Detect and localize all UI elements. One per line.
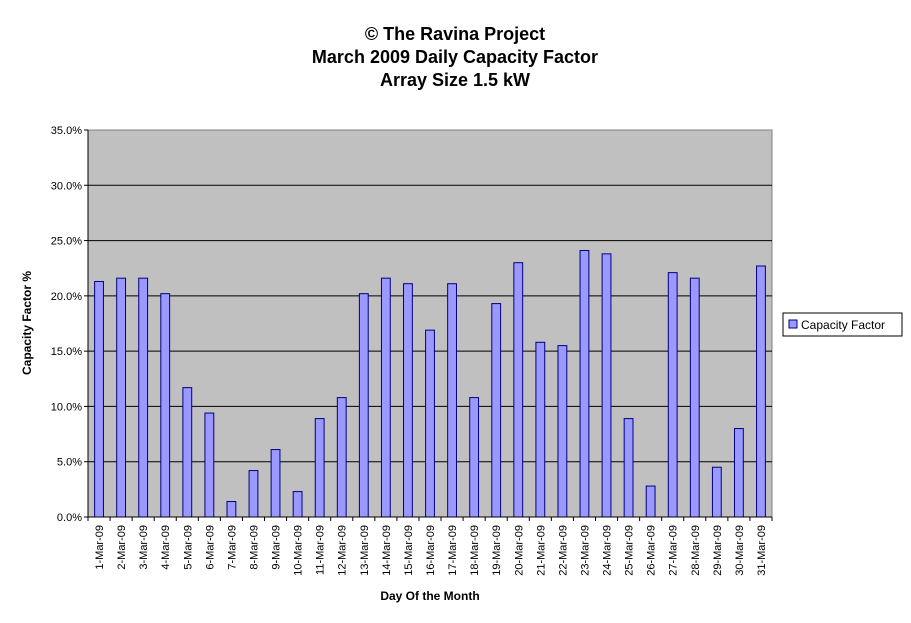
legend: Capacity Factor [782,312,903,337]
x-tick-label-22-Mar-09: 22-Mar-09 [557,525,569,576]
x-tick-label-16-Mar-09: 16-Mar-09 [425,525,437,576]
y-tick-label-0: 0.0% [57,512,82,524]
x-tick-label-18-Mar-09: 18-Mar-09 [469,525,481,576]
bar-27-Mar-09 [667,272,678,518]
bar-10-Mar-09 [292,491,303,518]
y-tick-label-7: 35.0% [51,125,82,137]
y-tick-label-4: 20.0% [51,291,82,303]
x-tick-label-2-Mar-09: 2-Mar-09 [116,525,128,570]
x-tick-label-14-Mar-09: 14-Mar-09 [381,525,393,576]
x-tick-label-25-Mar-09: 25-Mar-09 [624,525,636,576]
x-tick-label-1-Mar-09: 1-Mar-09 [94,525,106,570]
y-tick-label-3: 15.0% [51,346,82,358]
x-axis-title: Day Of the Month [380,589,479,603]
bar-24-Mar-09 [601,253,612,518]
bar-14-Mar-09 [380,277,391,518]
bar-11-Mar-09 [314,418,325,518]
x-axis-ticks: 1-Mar-09 2-Mar-09 3-Mar-09 4-Mar-09 5-Mar-09… [87,517,773,576]
bar-16-Mar-09 [425,329,435,518]
bar-18-Mar-09 [469,397,480,518]
x-tick-label-21-Mar-09: 21-Mar-09 [535,525,547,576]
bar-31-Mar-09 [756,265,766,518]
bar-21-Mar-09 [535,341,546,518]
bar-26-Mar-09 [645,485,656,518]
bar-20-Mar-09 [513,262,524,518]
x-tick-label-10-Mar-09: 10-Mar-09 [293,525,305,576]
legend-swatch [788,319,798,329]
x-tick-label-8-Mar-09: 8-Mar-09 [248,525,260,570]
x-tick-label-26-Mar-09: 26-Mar-09 [646,525,658,576]
bar-29-Mar-09 [711,466,722,518]
x-tick-label-12-Mar-09: 12-Mar-09 [337,525,349,576]
x-tick-label-31-Mar-09: 31-Mar-09 [756,525,768,576]
bar-22-Mar-09 [557,345,568,518]
bar-25-Mar-09 [623,418,634,518]
bar-28-Mar-09 [689,277,700,518]
x-tick-label-6-Mar-09: 6-Mar-09 [204,525,216,570]
x-tick-label-7-Mar-09: 7-Mar-09 [226,525,238,570]
bar-9-Mar-09 [270,449,281,518]
x-tick-label-5-Mar-09: 5-Mar-09 [182,525,194,570]
bar-30-Mar-09 [733,428,744,518]
y-tick-label-2: 10.0% [51,401,82,413]
bar-4-Mar-09 [160,293,171,518]
bar-5-Mar-09 [182,387,193,518]
bar-1-Mar-09 [94,280,104,518]
gridlines [88,184,772,463]
x-tick-label-29-Mar-09: 29-Mar-09 [712,525,724,576]
legend-label: Capacity Factor [801,318,885,332]
bar-6-Mar-09 [204,412,215,518]
bar-13-Mar-09 [358,293,369,518]
x-tick-label-23-Mar-09: 23-Mar-09 [579,525,591,576]
x-tick-label-13-Mar-09: 13-Mar-09 [359,525,371,576]
bar-8-Mar-09 [248,470,259,518]
x-tick-label-11-Mar-09: 11-Mar-09 [315,525,327,575]
x-tick-label-30-Mar-09: 30-Mar-09 [734,525,746,576]
chart-title-line-1: © The Ravina Project [365,24,545,44]
bars [94,250,766,518]
x-tick-label-27-Mar-09: 27-Mar-09 [668,525,680,576]
y-axis-title: Capacity Factor % [20,271,34,375]
x-tick-label-20-Mar-09: 20-Mar-09 [513,525,525,576]
y-axis-ticks: 0.0% 5.0% 10.0% 15.0% 20.0% 25.0% 30.0% 35.0% [51,125,88,524]
bar-2-Mar-09 [116,277,127,518]
x-tick-label-3-Mar-09: 3-Mar-09 [138,525,150,570]
x-tick-label-4-Mar-09: 4-Mar-09 [160,525,172,570]
x-tick-label-17-Mar-09: 17-Mar-09 [447,525,459,576]
y-tick-label-1: 5.0% [57,457,82,469]
chart-title-line-3: Array Size 1.5 kW [380,70,530,90]
bar-15-Mar-09 [403,283,413,518]
x-tick-label-28-Mar-09: 28-Mar-09 [690,525,702,576]
y-tick-label-5: 25.0% [51,236,82,248]
legend-box [782,312,903,337]
bar-23-Mar-09 [579,250,590,518]
x-tick-label-19-Mar-09: 19-Mar-09 [491,525,503,576]
x-tick-label-24-Mar-09: 24-Mar-09 [602,525,614,576]
bar-19-Mar-09 [491,303,502,518]
bar-3-Mar-09 [138,277,149,518]
x-tick-label-15-Mar-09: 15-Mar-09 [403,525,415,576]
x-tick-label-9-Mar-09: 9-Mar-09 [271,525,283,570]
bar-7-Mar-09 [226,501,237,518]
chart-title-line-2: March 2009 Daily Capacity Factor [312,47,598,67]
bar-12-Mar-09 [336,397,347,518]
y-tick-label-6: 30.0% [51,180,82,192]
bar-17-Mar-09 [447,283,457,518]
